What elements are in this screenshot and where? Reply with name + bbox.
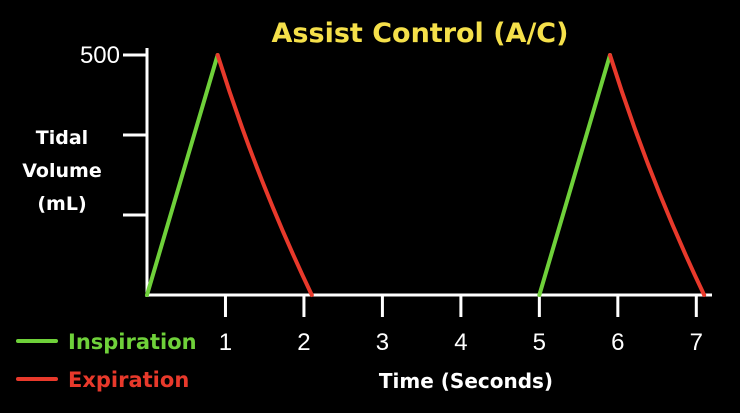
- y-axis-label-line-3: (mL): [37, 193, 86, 215]
- x-tick-label: 1: [219, 329, 232, 356]
- series-expiration-line: [215, 53, 314, 297]
- legend: Inspiration Expiration: [16, 330, 197, 392]
- chart-title: Assist Control (A/C): [272, 18, 569, 49]
- y-axis-label: Tidal Volume (mL): [22, 127, 101, 215]
- x-tick-label: 6: [611, 329, 624, 356]
- y-axis-label-line-1: Tidal: [36, 127, 88, 149]
- series-group: [145, 53, 707, 297]
- x-axis-label: Time (Seconds): [379, 369, 553, 393]
- y-ticks: 500: [80, 42, 147, 217]
- y-tick-label: 500: [80, 42, 120, 69]
- x-tick-label: 2: [297, 329, 310, 356]
- x-tick-label: 4: [454, 329, 467, 356]
- x-tick-label: 5: [533, 329, 546, 356]
- series-expiration-line: [607, 53, 707, 297]
- x-tick-label: 3: [376, 329, 389, 356]
- series-inspiration-line: [145, 53, 220, 297]
- x-tick-label: 7: [690, 329, 703, 356]
- legend-label-expiration: Expiration: [68, 368, 189, 392]
- series-inspiration-line: [537, 53, 612, 297]
- x-ticks: 1 2 3 4 5 6 7: [219, 295, 703, 356]
- legend-label-inspiration: Inspiration: [68, 330, 197, 354]
- y-axis-label-line-2: Volume: [22, 160, 101, 182]
